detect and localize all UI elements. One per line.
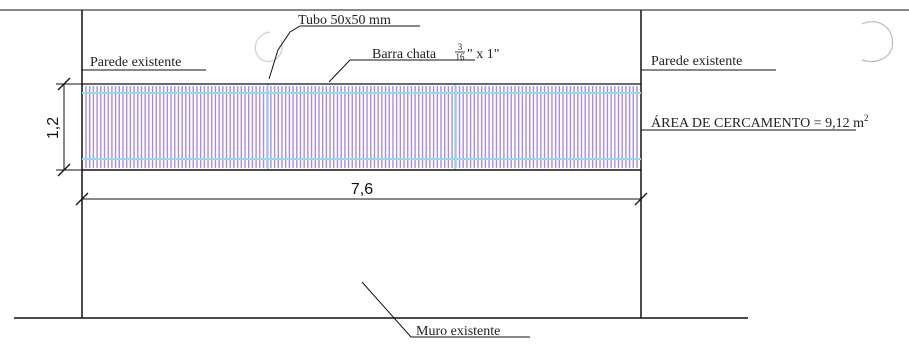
svg-text:Parede existente: Parede existente (90, 55, 181, 70)
label-area: ÁREA DE CERCAMENTO = 9,12 m2 (641, 113, 868, 131)
width-dimension-label: 7,6 (351, 181, 373, 198)
svg-text:" x 1": " x 1" (467, 47, 499, 62)
label-muro: Muro existente (361, 281, 530, 339)
width-dimension: 7,6 (75, 181, 648, 206)
svg-text:Parede existente: Parede existente (651, 54, 742, 69)
svg-text:Barra chata: Barra chata (372, 47, 437, 62)
scan-mark-circle-left (254, 31, 283, 63)
svg-text:3: 3 (458, 42, 463, 52)
svg-text:Muro existente: Muro existente (416, 324, 500, 339)
label-barra-chata: Barra chata 3 16 " x 1" (328, 42, 499, 83)
scan-mark-circle-right (861, 21, 894, 63)
svg-text:16: 16 (456, 52, 466, 62)
fence-panel (82, 83, 641, 171)
height-dimension: 1,2 (45, 77, 82, 177)
flat-bars (85, 86, 638, 168)
label-parede-right: Parede existente (641, 54, 776, 71)
label-tubo: Tubo 50x50 mm (268, 13, 420, 80)
label-parede-left: Parede existente (82, 55, 206, 71)
svg-text:Tubo 50x50 mm: Tubo 50x50 mm (298, 13, 391, 28)
svg-text:ÁREA DE CERCAMENTO = 9,12 m2: ÁREA DE CERCAMENTO = 9,12 m2 (651, 113, 868, 131)
height-dimension-label: 1,2 (45, 117, 62, 139)
